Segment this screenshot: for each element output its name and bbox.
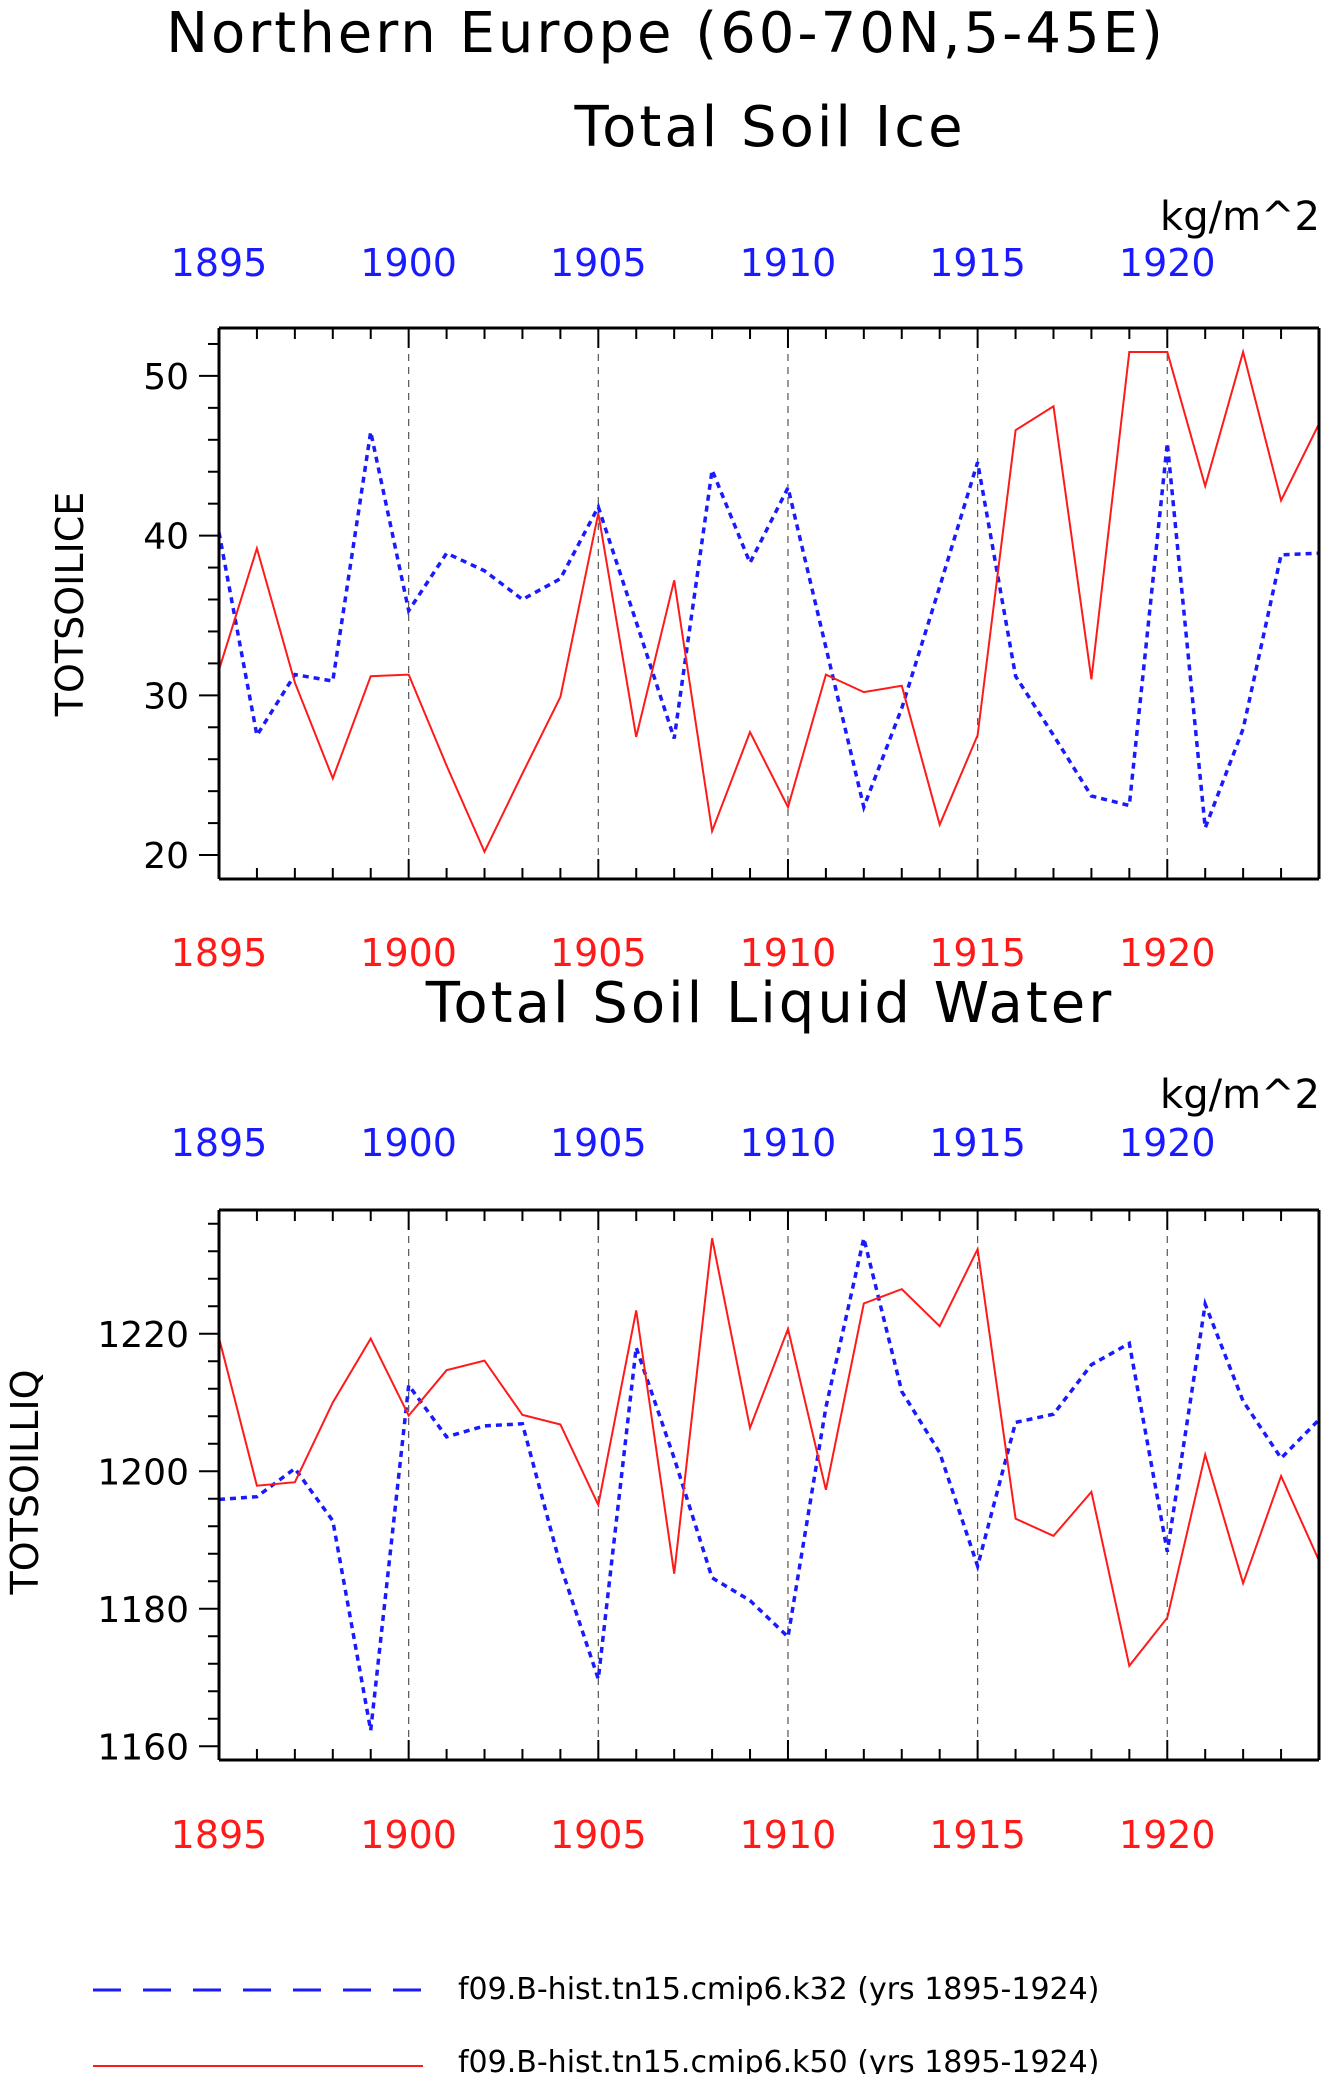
x-tick-label-bottom: 1900 (360, 1813, 457, 1857)
series-line-k50 (218, 348, 1320, 855)
x-tick-label-top: 1900 (360, 241, 457, 285)
series-line-k32 (218, 1237, 1321, 1731)
chart-title: Total Soil Ice (573, 95, 965, 160)
x-tick-label-bottom: 1895 (171, 931, 268, 975)
x-tick-label-bottom: 1920 (1119, 1813, 1216, 1857)
y-axis-label: TOTSOILLIQ (3, 1369, 47, 1595)
series-line-k32 (217, 431, 1320, 829)
x-tick-label-top: 1905 (550, 241, 647, 285)
x-tick-label-bottom: 1895 (171, 1813, 268, 1857)
legend-label-k32: f09.B-hist.tn15.cmip6.k32 (yrs 1895-1924… (458, 1972, 1099, 2007)
x-tick-label-top: 1895 (171, 1121, 268, 1165)
x-tick-label-top: 1900 (360, 1121, 457, 1165)
x-tick-label-bottom: 1920 (1119, 931, 1216, 975)
legend-label-k50: f09.B-hist.tn15.cmip6.k50 (yrs 1895-1924… (458, 2045, 1099, 2074)
y-tick-label: 1160 (97, 1727, 189, 1768)
x-tick-label-bottom: 1915 (929, 1813, 1026, 1857)
chart-total-soil-liquid-water: Total Soil Liquid Water kg/m^2 TOTSOILLI… (3, 971, 1321, 1857)
y-tick-label: 1220 (97, 1315, 189, 1356)
legend: f09.B-hist.tn15.cmip6.k32 (yrs 1895-1924… (93, 1972, 1099, 2074)
x-tick-label-top: 1920 (1119, 241, 1216, 285)
y-axis-label: TOTSOILICE (48, 492, 92, 718)
x-tick-label-bottom: 1905 (550, 1813, 647, 1857)
x-tick-label-top: 1895 (171, 241, 268, 285)
x-tick-label-top: 1915 (929, 241, 1026, 285)
chart-total-soil-ice: Total Soil Ice kg/m^2 TOTSOILICE 20 30 40 5… (48, 95, 1321, 975)
x-tick-label-top: 1915 (929, 1121, 1026, 1165)
units-label: kg/m^2 (1160, 194, 1320, 240)
x-tick-label-top: 1920 (1119, 1121, 1216, 1165)
chart-title: Total Soil Liquid Water (425, 971, 1115, 1036)
x-tick-label-top: 1910 (740, 1121, 837, 1165)
x-tick-label-top: 1905 (550, 1121, 647, 1165)
y-tick-label: 1200 (97, 1452, 189, 1493)
y-tick-label: 30 (143, 676, 189, 717)
y-tick-label: 50 (143, 357, 189, 398)
figure-title: Northern Europe (60-70N,5-45E) (166, 1, 1166, 66)
units-label: kg/m^2 (1160, 1072, 1320, 1118)
x-tick-label-bottom: 1910 (740, 1813, 837, 1857)
x-tick-label-bottom: 1905 (550, 931, 647, 975)
y-tick-label: 40 (143, 517, 189, 558)
y-tick-label: 20 (143, 836, 189, 877)
y-tick-label: 1180 (97, 1590, 189, 1631)
series-line-k50 (218, 1238, 1320, 1669)
x-tick-label-bottom: 1900 (360, 931, 457, 975)
x-tick-label-top: 1910 (740, 241, 837, 285)
x-tick-label-bottom: 1910 (740, 931, 837, 975)
x-tick-label-bottom: 1915 (929, 931, 1026, 975)
